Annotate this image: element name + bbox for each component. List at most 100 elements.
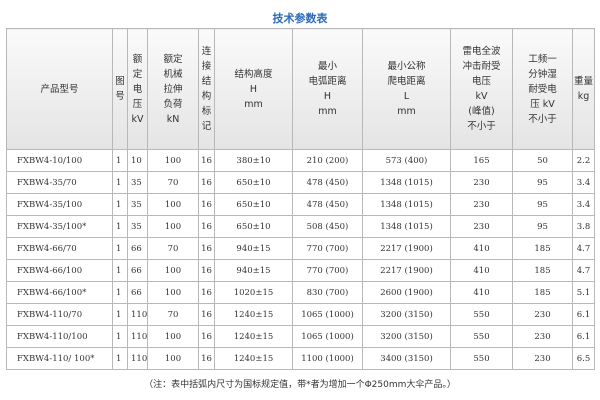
header-cell: 重量 kg — [572, 28, 595, 150]
header-text: 耐受电 — [528, 83, 557, 95]
header-cell: 额定电压 kV — [127, 28, 148, 150]
header-text: 电压 — [471, 76, 491, 87]
header-text: 冲击耐受 — [462, 61, 501, 72]
table-cell: 100 — [147, 259, 199, 282]
table-cell: 380±10 — [214, 149, 293, 172]
table-cell: 410 — [450, 281, 513, 304]
table-cell: 100 — [147, 149, 199, 172]
header-text: 号 — [115, 91, 125, 102]
header-cell: 连接结构标记 — [198, 28, 215, 150]
table-cell: 66 — [127, 281, 148, 304]
table-row: FXBW4-66/100* 1 66 100 16 1020±15 830 (700) 260… — [6, 281, 595, 304]
header-text: (峰值) — [468, 106, 495, 117]
table-cell: FXBW4-66/70 — [6, 237, 113, 260]
table-cell: 100 — [147, 215, 199, 238]
header-text: mm — [318, 106, 337, 117]
table-cell: 550 — [450, 303, 513, 326]
table-cell: 100 — [147, 325, 199, 348]
table-cell: 478 (450) — [292, 193, 363, 216]
table-cell: 410 — [450, 237, 513, 260]
table-cell: 1 — [112, 281, 128, 304]
header-text: 接 — [201, 61, 212, 72]
table-cell: 770 (700) — [292, 259, 363, 282]
table-cell: 1348 (1015) — [362, 193, 451, 216]
table-cell: 185 — [512, 281, 573, 304]
table-cell: FXBW4-110/ 100* — [6, 347, 113, 370]
table-cell: 16 — [198, 259, 215, 282]
table-cell: 10 — [127, 149, 148, 172]
header-text: 图 — [115, 76, 125, 87]
header-text: kV — [475, 91, 488, 102]
table-cell: 940±15 — [214, 259, 293, 282]
table-cell: 1 — [112, 347, 128, 370]
table-cell: FXBW4-35/100 — [6, 193, 113, 216]
header-text: 电 — [132, 83, 143, 95]
table-cell: 230 — [450, 215, 513, 238]
header-text: 记 — [201, 121, 212, 132]
header-text: mm — [244, 98, 263, 110]
table-cell: 1 — [112, 259, 128, 282]
table-cell: FXBW4-35/100* — [6, 215, 113, 238]
table-cell: 650±10 — [214, 171, 293, 194]
footnote: （注：表中括弧内尺寸为国标规定值，带*者为增加一个Φ250mm大伞产品。） — [144, 380, 456, 390]
table-cell: 1348 (1015) — [362, 215, 451, 238]
table-cell: 2.2 — [572, 149, 595, 172]
table-row: FXBW4-35/70 1 35 70 16 650±10 478 (450) 1348 (1… — [6, 171, 595, 194]
table-cell: 550 — [450, 347, 513, 370]
table-cell: 100 — [147, 347, 199, 370]
table-cell: 550 — [450, 325, 513, 348]
header-text: 电弧距离 — [308, 76, 347, 87]
table-cell: 16 — [198, 347, 215, 370]
table-cell: 3.4 — [572, 171, 595, 194]
table-cell: 35 — [127, 215, 148, 238]
table-cell: 1065 (1000) — [292, 303, 363, 326]
table-cell: 210 (200) — [292, 149, 363, 172]
header-cell: 额定 机械 拉伸 负荷 kN — [147, 28, 199, 150]
header-text: L — [403, 91, 410, 102]
table-cell: FXBW4-110/100 — [6, 325, 113, 348]
table-cell: 3200 (3150) — [362, 325, 451, 348]
table-cell: 6.5 — [572, 347, 595, 370]
header-text: 额定 — [163, 53, 183, 65]
table-cell: 185 — [512, 237, 573, 260]
header-text: 不小于 — [528, 113, 557, 125]
table-cell: FXBW4-10/100 — [6, 149, 113, 172]
header-text: 最小 — [317, 61, 337, 72]
table-cell: FXBW4-66/100 — [6, 259, 113, 282]
table-cell: 16 — [198, 215, 215, 238]
table-cell: 100 — [147, 281, 199, 304]
table-cell: 1 — [112, 193, 128, 216]
table-cell: 3.8 — [572, 215, 595, 238]
table-cell: 1 — [112, 149, 128, 172]
table-row: FXBW4-10/100 1 10 100 16 380±10 210 (200) 573 (… — [6, 149, 595, 172]
table-cell: 1065 (1000) — [292, 325, 363, 348]
table-cell: 940±15 — [214, 237, 293, 260]
header-text: 压 — [132, 98, 143, 110]
table-cell: 16 — [198, 325, 215, 348]
table-cell: 100 — [147, 193, 199, 216]
table-cell: 1100 (1000) — [292, 347, 363, 370]
header-text: 拉伸 — [163, 83, 183, 95]
table-cell: 16 — [198, 303, 215, 326]
table-cell: 185 — [512, 259, 573, 282]
table-cell: 1 — [112, 325, 128, 348]
table-row: FXBW4-110/100 1 110 100 16 1240±15 1065 (1000)… — [6, 325, 595, 348]
table-cell: 230 — [512, 303, 573, 326]
table-cell: 95 — [512, 193, 573, 216]
header-text: 最小公称 — [387, 61, 426, 72]
header-cell: 产品型号 — [6, 28, 113, 150]
header-text: 标 — [201, 106, 212, 117]
table-cell: 3200 (3150) — [362, 303, 451, 326]
table-cell: 1 — [112, 171, 128, 194]
table-cell: 230 — [512, 325, 573, 348]
table-row: FXBW4-35/100* 1 35 100 16 650±10 508 (450) 1348… — [6, 215, 595, 238]
header-text: 额 — [132, 53, 143, 65]
header-cell: 雷电全波 冲击耐受 电压 kV (峰值) 不小于 — [450, 28, 513, 150]
table-cell: 230 — [450, 193, 513, 216]
table-row: FXBW4-66/70 1 66 70 16 940±15 770 (700) 2217 (1… — [6, 237, 595, 260]
table-cell: 35 — [127, 193, 148, 216]
